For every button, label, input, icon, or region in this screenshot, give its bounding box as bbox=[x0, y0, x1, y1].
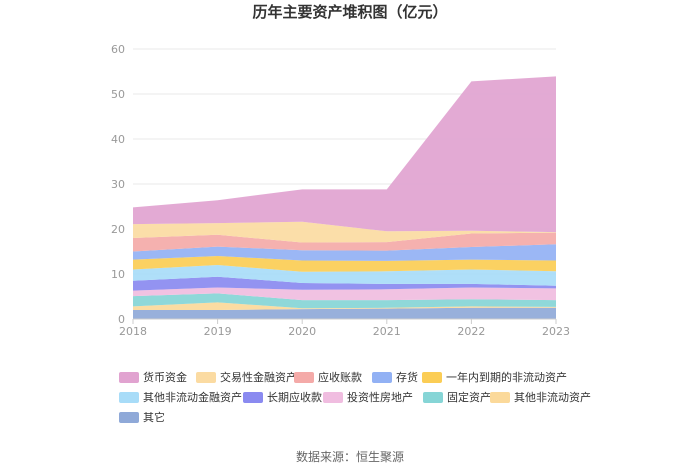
legend-item-label: 固定资产 bbox=[447, 390, 491, 404]
area-series bbox=[133, 244, 556, 261]
y-tick-label: 30 bbox=[111, 178, 125, 191]
area-series bbox=[133, 276, 556, 291]
legend-swatch bbox=[422, 372, 442, 383]
area-series bbox=[133, 221, 556, 243]
x-tick-label: 2022 bbox=[457, 325, 485, 338]
legend-swatch bbox=[119, 412, 139, 423]
x-tick-label: 2020 bbox=[288, 325, 316, 338]
legend-swatch bbox=[294, 372, 314, 383]
area-series bbox=[133, 302, 556, 310]
x-tick-label: 2019 bbox=[204, 325, 232, 338]
legend-item-label: 其他非流动金融资产 bbox=[143, 390, 242, 404]
x-tick-label: 2023 bbox=[542, 325, 570, 338]
legend-swatch bbox=[372, 372, 392, 383]
legend-item-label: 长期应收款 bbox=[267, 390, 322, 404]
legend-item-label: 其他非流动资产 bbox=[514, 390, 591, 404]
area-series bbox=[133, 76, 556, 233]
chart-title: 历年主要资产堆积图（亿元） bbox=[252, 3, 447, 21]
legend-swatch bbox=[196, 372, 216, 383]
axes: 0 10 20 30 40 50 60 2018 2019 2020 2021 2022 2023 bbox=[111, 43, 570, 338]
y-tick-label: 60 bbox=[111, 43, 125, 56]
legend-swatch bbox=[423, 392, 443, 403]
y-tick-label: 50 bbox=[111, 88, 125, 101]
legend-item-label: 投资性房地产 bbox=[347, 390, 413, 404]
legend-swatch bbox=[490, 392, 510, 403]
plot-areas bbox=[133, 76, 556, 319]
legend-item-label: 货币资金 bbox=[143, 370, 187, 384]
data-source: 数据来源：恒生聚源 bbox=[296, 449, 404, 464]
legend-item-label: 其它 bbox=[143, 410, 165, 424]
legend-item-label: 交易性金融资产 bbox=[220, 370, 297, 384]
y-tick-label: 0 bbox=[118, 313, 125, 326]
x-tick-label: 2018 bbox=[119, 325, 147, 338]
legend-item-label: 一年内到期的非流动资产 bbox=[446, 370, 567, 384]
legend-swatch bbox=[119, 392, 139, 403]
y-tick-label: 40 bbox=[111, 133, 125, 146]
area-series bbox=[133, 307, 556, 319]
legend-item-label: 应收账款 bbox=[318, 370, 362, 384]
x-tick-label: 2021 bbox=[373, 325, 401, 338]
area-series bbox=[133, 287, 556, 301]
area-series bbox=[133, 256, 556, 272]
y-tick-label: 10 bbox=[111, 268, 125, 281]
area-series bbox=[133, 265, 556, 286]
legend-item-label: 存货 bbox=[396, 370, 418, 384]
area-series bbox=[133, 293, 556, 309]
y-tick-label: 20 bbox=[111, 223, 125, 236]
legend-swatch bbox=[119, 372, 139, 383]
legend-swatch bbox=[323, 392, 343, 403]
legend-swatch bbox=[243, 392, 263, 403]
area-series bbox=[133, 232, 556, 252]
